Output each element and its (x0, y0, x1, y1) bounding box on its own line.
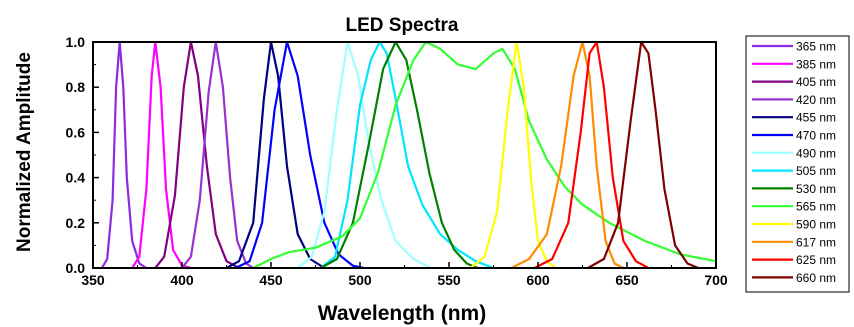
legend-label: 505 nm (796, 164, 836, 178)
series-line-7 (320, 40, 494, 270)
y-tick-label: 0.2 (66, 215, 86, 231)
y-axis-label: Normalized Amplitude (14, 52, 35, 252)
x-tick-label: 550 (437, 272, 461, 288)
series-line-9 (252, 40, 717, 269)
series-line-0 (100, 40, 147, 269)
legend-label: 470 nm (796, 129, 836, 143)
x-tick-label: 700 (704, 272, 728, 288)
series-line-3 (181, 40, 254, 269)
legend-label: 490 nm (796, 146, 836, 160)
x-axis-label: Wavelength (nm) (318, 302, 486, 325)
legend-label: 590 nm (796, 218, 836, 232)
legend-label: 617 nm (796, 235, 836, 249)
y-tick-label: 0.0 (66, 260, 86, 276)
ticks-layer: 350 400 450 500 550 600 650 700 0.0 0.2 0.4 0.6 0.8 1… (66, 34, 728, 288)
series-layer (100, 40, 717, 270)
legend-label: 420 nm (796, 93, 836, 107)
legend-label: 365 nm (796, 40, 836, 54)
legend-label: 530 nm (796, 182, 836, 196)
series-line-5 (234, 40, 364, 270)
y-tick-label: 0.4 (66, 170, 86, 186)
series-line-1 (131, 40, 192, 270)
x-tick-label: 350 (81, 272, 105, 288)
legend-label: 405 nm (796, 75, 836, 89)
series-line-8 (320, 40, 478, 270)
x-tick-label: 600 (526, 272, 550, 288)
legend-label: 385 nm (796, 57, 836, 71)
chart-title: LED Spectra (346, 15, 459, 36)
legend-label: 625 nm (796, 253, 836, 267)
legend-label: 660 nm (796, 271, 836, 285)
legend: 365 nm 385 nm 405 nm 420 nm 455 nm 470 nm 490 … (745, 35, 850, 293)
x-tick-label: 450 (259, 272, 283, 288)
series-line-2 (154, 40, 240, 269)
legend-frame (745, 35, 850, 293)
y-tick-label: 0.8 (66, 79, 86, 95)
legend-label: 565 nm (796, 200, 836, 214)
x-tick-label: 500 (348, 272, 372, 288)
x-tick-label: 400 (170, 272, 194, 288)
series-line-6 (297, 40, 432, 269)
series-line-13 (587, 40, 699, 270)
y-tick-label: 1.0 (66, 34, 86, 50)
series-line-10 (469, 40, 557, 269)
x-tick-label: 650 (615, 272, 639, 288)
y-tick-label: 0.6 (66, 124, 86, 140)
series-line-4 (225, 40, 325, 269)
legend-label: 455 nm (796, 111, 836, 125)
